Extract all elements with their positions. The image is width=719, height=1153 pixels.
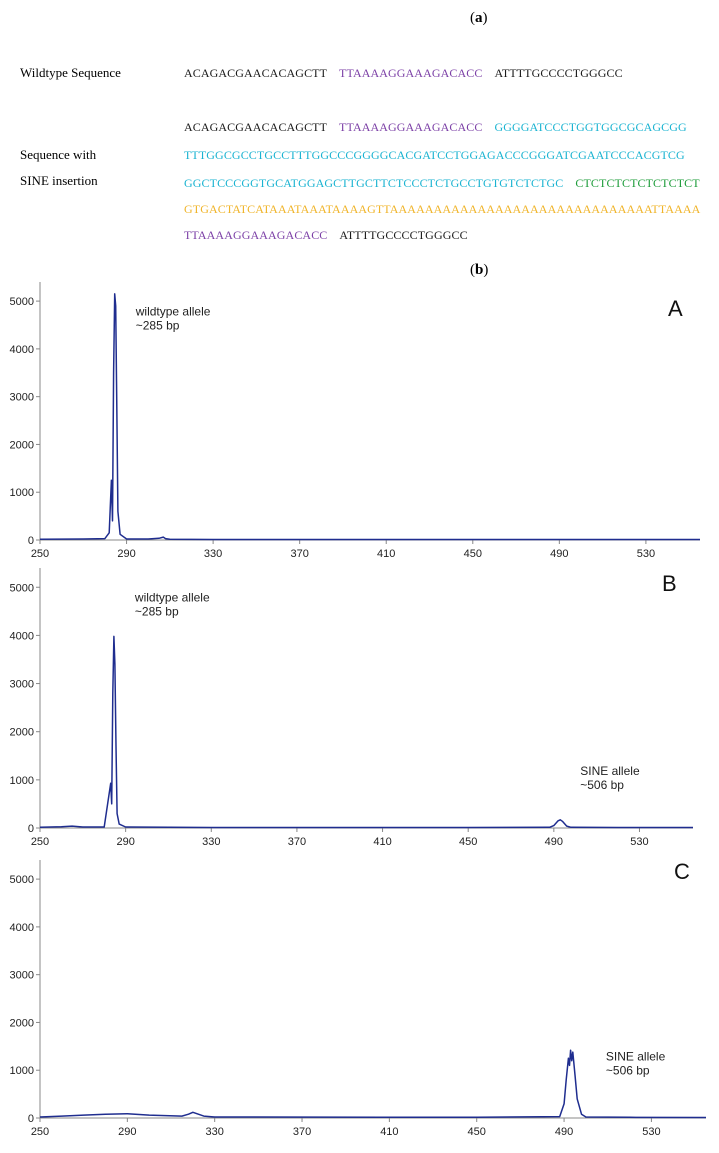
x-tick-label: 530 xyxy=(630,836,648,848)
y-tick-label: 3000 xyxy=(10,679,34,691)
x-tick-label: 330 xyxy=(206,1126,224,1138)
insertion-sequence-line: GTGACTATCATAAATAAATAAAAGTTAAAAAAAAAAAAAA… xyxy=(184,202,712,217)
x-tick-label: 250 xyxy=(31,1126,49,1138)
y-tick-label: 2000 xyxy=(10,439,34,451)
y-tick-label: 4000 xyxy=(10,922,34,934)
wildtype-sequence-label: Wildtype Sequence xyxy=(20,65,121,80)
insertion-sequence-line: TTAAAAGGAAAGACACC ATTTTGCCCCTGGGCC xyxy=(184,228,480,243)
x-tick-label: 450 xyxy=(459,836,477,848)
wildtype-sequence: ACAGACGAACACAGCTT TTAAAAGGAAAGACACC ATTTTG… xyxy=(184,66,635,81)
sequence-segment-black: ACAGACGAACACAGCTT xyxy=(184,120,328,134)
x-tick-label: 410 xyxy=(373,836,391,848)
x-tick-label: 370 xyxy=(288,836,306,848)
panel-b-heading: (b) xyxy=(470,262,489,278)
y-tick-label: 1000 xyxy=(10,775,34,787)
x-tick-label: 370 xyxy=(290,548,308,560)
sequence-segment-sine_body: GGGGATCCCTGGTGGCGCAGCGG xyxy=(494,120,687,134)
insertion-sequence-line: GGCTCCCGGTGCATGGAGCTTGCTTCTCCCTCTGCCTGTG… xyxy=(184,176,712,191)
insertion-sequence-line: TTTGGCGCCTGCCTTTGGCCCGGGGCACGATCCTGGAGAC… xyxy=(184,148,697,163)
x-tick-label: 490 xyxy=(555,1126,573,1138)
y-tick-label: 1000 xyxy=(10,1065,34,1077)
peak-annotation: wildtype allele xyxy=(134,591,210,605)
x-tick-label: 530 xyxy=(642,1126,660,1138)
x-tick-label: 530 xyxy=(637,548,655,560)
sine-label-line-2: SINE insertion xyxy=(20,173,98,188)
sequence-segment-black: ATTTTGCCCCTGGGCC xyxy=(339,228,468,242)
peak-annotation: ~506 bp xyxy=(580,778,624,792)
electropherogram-trace xyxy=(39,635,693,829)
y-tick-label: 5000 xyxy=(10,874,34,886)
x-tick-label: 450 xyxy=(464,548,482,560)
y-tick-label: 2000 xyxy=(10,727,34,739)
sequence-segment-ct_repeat: CTCTCTCTCTCTCTCT xyxy=(575,176,700,190)
chart-panel-C: 0 1000 2000 3000 4000 5000 250 290 330 370 410 450 4… xyxy=(10,859,707,1138)
x-tick-label: 290 xyxy=(117,548,135,560)
sequence-segment-flank: TTAAAAGGAAAGACACC xyxy=(184,228,328,242)
y-tick-label: 0 xyxy=(28,823,34,835)
sequence-segment-flank: TTAAAAGGAAAGACACC xyxy=(339,120,483,134)
chart-panel-A: 0 1000 2000 3000 4000 5000 250 290 330 370 410 450 4… xyxy=(10,282,700,560)
x-tick-label: 450 xyxy=(468,1126,486,1138)
electropherogram-trace xyxy=(39,293,700,541)
peak-annotation: ~506 bp xyxy=(606,1064,650,1078)
peak-annotation: ~285 bp xyxy=(135,605,179,619)
panel-letter: B xyxy=(662,571,677,596)
panel-letter: A xyxy=(668,296,683,321)
y-tick-label: 4000 xyxy=(10,630,34,642)
y-tick-label: 0 xyxy=(28,1113,34,1125)
x-tick-label: 250 xyxy=(31,548,49,560)
x-tick-label: 330 xyxy=(202,836,220,848)
peak-annotation: SINE allele xyxy=(606,1050,666,1064)
sequence-segment-sine_body: GGCTCCCGGTGCATGGAGCTTGCTTCTCCCTCTGCCTGTG… xyxy=(184,176,564,190)
peak-annotation: ~285 bp xyxy=(136,318,180,332)
y-tick-label: 1000 xyxy=(10,487,34,499)
sequence-segment-sine_body: TTTGGCGCCTGCCTTTGGCCCGGGGCACGATCCTGGAGAC… xyxy=(184,148,685,162)
peak-annotation: wildtype allele xyxy=(135,304,211,318)
sequence-segment-black: ATTTTGCCCCTGGGCC xyxy=(494,66,623,80)
y-tick-label: 5000 xyxy=(10,582,34,594)
x-tick-label: 410 xyxy=(377,548,395,560)
x-tick-label: 250 xyxy=(31,836,49,848)
y-tick-label: 3000 xyxy=(10,392,34,404)
chart-panel-B: 0 1000 2000 3000 4000 5000 250 290 330 370 410 450 4… xyxy=(10,568,693,848)
x-tick-label: 290 xyxy=(118,1126,136,1138)
insertion-sequence-line: ACAGACGAACACAGCTT TTAAAAGGAAAGACACC GGGGAT… xyxy=(184,120,699,135)
sine-label-line-1: Sequence with xyxy=(20,147,97,162)
y-tick-label: 0 xyxy=(28,535,34,547)
sequence-segment-flank: TTAAAAGGAAAGACACC xyxy=(339,66,483,80)
sequence-segment-polyA: GTGACTATCATAAATAAATAAAAGTTAAAAAAAAAAAAAA… xyxy=(184,202,701,216)
panel-a-heading: (a) xyxy=(470,10,488,26)
electropherogram-trace xyxy=(39,1049,707,1119)
y-tick-label: 4000 xyxy=(10,344,34,356)
x-tick-label: 330 xyxy=(204,548,222,560)
x-tick-label: 490 xyxy=(550,548,568,560)
x-tick-label: 490 xyxy=(545,836,563,848)
x-tick-label: 370 xyxy=(293,1126,311,1138)
x-tick-label: 290 xyxy=(116,836,134,848)
peak-annotation: SINE allele xyxy=(580,764,640,778)
panel-letter: C xyxy=(674,859,690,884)
y-tick-label: 5000 xyxy=(10,296,34,308)
x-tick-label: 410 xyxy=(380,1126,398,1138)
y-tick-label: 3000 xyxy=(10,970,34,982)
sequence-segment-black: ACAGACGAACACAGCTT xyxy=(184,66,328,80)
y-tick-label: 2000 xyxy=(10,1017,34,1029)
